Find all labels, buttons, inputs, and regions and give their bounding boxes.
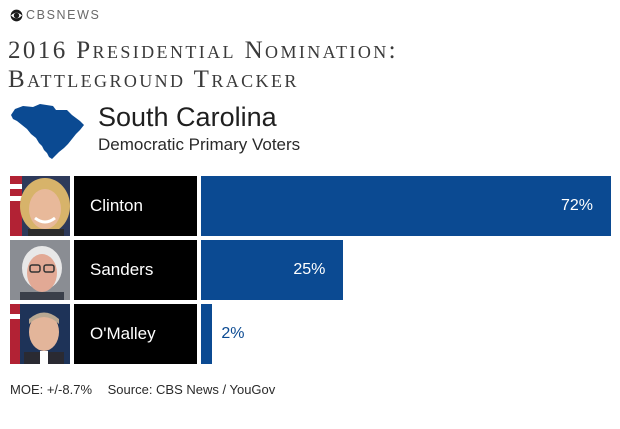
bar-clinton [201, 176, 611, 236]
source-note: Source: CBS News / YouGov [107, 382, 276, 397]
title-line-2: Battleground Tracker [8, 66, 299, 93]
bar-label-sanders: 25% [293, 261, 326, 278]
cbs-eye-icon [10, 9, 23, 21]
omalley-photo [10, 304, 70, 364]
cbs-news-logo: CBSNEWS [10, 8, 100, 22]
sanders-photo [10, 240, 70, 300]
title-line-1: 2016 Presidential Nomination: [8, 37, 398, 64]
margin-of-error: MOE: +/-8.7% [10, 382, 92, 397]
chart-title: 2016 Presidential Nomination: Battlegrou… [8, 36, 608, 94]
bar-sanders [201, 240, 344, 300]
south-carolina-map-icon [11, 104, 84, 159]
candidate-name-sanders: Sanders [74, 240, 197, 300]
bar-omalley [201, 304, 213, 364]
clinton-photo [10, 176, 70, 236]
bar-label-clinton: 72% [560, 197, 593, 214]
candidate-name-omalley: O'Malley [74, 304, 197, 364]
chart-subtitle: Democratic Primary Voters [98, 135, 301, 154]
brand-name: CBSNEWS [26, 8, 101, 22]
bar-label-omalley: 2% [221, 325, 245, 342]
candidate-name-clinton: Clinton [74, 176, 197, 236]
chart-footer: MOE: +/-8.7% Source: CBS News / YouGov [10, 382, 275, 398]
state-name: South Carolina [98, 102, 277, 132]
